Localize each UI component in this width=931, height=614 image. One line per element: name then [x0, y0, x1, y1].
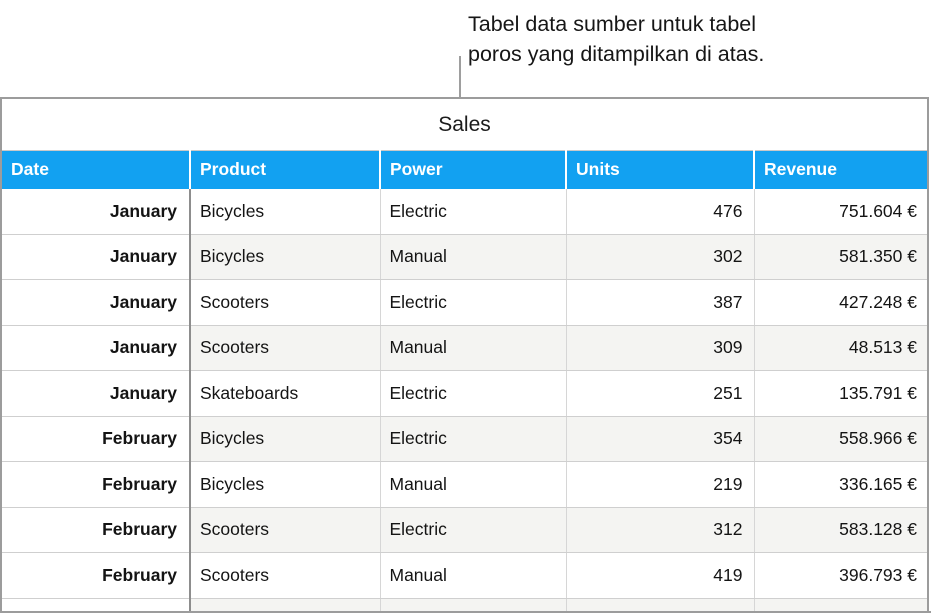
table-row: January Bicycles Manual 302 581.350 € [2, 234, 927, 280]
cell-units[interactable]: 309 [566, 325, 755, 371]
sales-source-table: Sales Date Product Power Units Revenue J… [0, 97, 929, 611]
cell-product[interactable]: Scooters [190, 279, 381, 326]
cell-power[interactable]: Electric [380, 188, 567, 235]
cell-power[interactable]: Electric [380, 370, 567, 417]
cell-date[interactable]: January [2, 325, 191, 371]
cell-revenue[interactable]: 396.793 € [754, 552, 927, 599]
table-row [2, 598, 927, 611]
cell-revenue[interactable]: 751.604 € [754, 188, 927, 235]
cell-revenue[interactable]: 135.791 € [754, 370, 927, 417]
cell-revenue[interactable]: 581.350 € [754, 234, 927, 280]
cell-power[interactable]: Manual [380, 234, 567, 280]
cell-units[interactable]: 419 [566, 552, 755, 599]
cell-units[interactable]: 302 [566, 234, 755, 280]
cell-power[interactable]: Manual [380, 552, 567, 599]
cell-date[interactable] [2, 598, 191, 611]
cell-power[interactable]: Electric [380, 416, 567, 462]
column-header-power[interactable]: Power [380, 150, 567, 189]
callout-annotation: Tabel data sumber untuk tabel poros yang… [468, 9, 764, 69]
callout-line-1: Tabel data sumber untuk tabel [468, 12, 757, 36]
header-row: Date Product Power Units Revenue [2, 150, 927, 189]
table-row: February Bicycles Manual 219 336.165 € [2, 461, 927, 508]
table-row: January Scooters Electric 387 427.248 € [2, 279, 927, 326]
cell-product[interactable]: Bicycles [190, 188, 381, 235]
cell-date[interactable]: January [2, 188, 191, 235]
cell-revenue[interactable]: 427.248 € [754, 279, 927, 326]
cell-date[interactable]: February [2, 461, 191, 508]
table-row: January Bicycles Electric 476 751.604 € [2, 188, 927, 235]
cell-units[interactable]: 251 [566, 370, 755, 417]
cell-power[interactable]: Manual [380, 325, 567, 371]
cell-power[interactable]: Manual [380, 461, 567, 508]
cell-power[interactable]: Electric [380, 507, 567, 553]
cell-power[interactable] [380, 598, 567, 611]
table-crop-edge [0, 611, 931, 613]
callout-line-2: poros yang ditampilkan di atas. [468, 42, 765, 66]
cell-revenue[interactable]: 583.128 € [754, 507, 927, 553]
cell-product[interactable]: Bicycles [190, 461, 381, 508]
callout-connector-line [459, 56, 461, 97]
cell-date[interactable]: February [2, 507, 191, 553]
cell-product[interactable]: Scooters [190, 325, 381, 371]
table-row: February Scooters Electric 312 583.128 € [2, 507, 927, 553]
cell-date[interactable]: January [2, 279, 191, 326]
data-table: Date Product Power Units Revenue January… [2, 150, 927, 611]
cell-revenue[interactable] [754, 598, 927, 611]
cell-product[interactable]: Bicycles [190, 234, 381, 280]
cell-product[interactable]: Skateboards [190, 370, 381, 417]
table-row: February Scooters Manual 419 396.793 € [2, 552, 927, 599]
cell-date[interactable]: February [2, 416, 191, 462]
cell-product[interactable] [190, 598, 381, 611]
table-row: February Bicycles Electric 354 558.966 € [2, 416, 927, 462]
column-header-revenue[interactable]: Revenue [754, 150, 927, 189]
cell-units[interactable]: 476 [566, 188, 755, 235]
cell-units[interactable] [566, 598, 755, 611]
cell-revenue[interactable]: 558.966 € [754, 416, 927, 462]
column-header-units[interactable]: Units [566, 150, 755, 189]
cell-units[interactable]: 354 [566, 416, 755, 462]
cell-power[interactable]: Electric [380, 279, 567, 326]
table-body: January Bicycles Electric 476 751.604 € Janua… [2, 188, 927, 611]
cell-date[interactable]: February [2, 552, 191, 599]
column-header-date[interactable]: Date [2, 150, 191, 189]
table-title[interactable]: Sales [438, 112, 491, 136]
table-row: January Scooters Manual 309 48.513 € [2, 325, 927, 371]
cell-product[interactable]: Bicycles [190, 416, 381, 462]
cell-product[interactable]: Scooters [190, 507, 381, 553]
cell-units[interactable]: 219 [566, 461, 755, 508]
cell-revenue[interactable]: 48.513 € [754, 325, 927, 371]
column-header-product[interactable]: Product [190, 150, 381, 189]
cell-date[interactable]: January [2, 370, 191, 417]
table-row: January Skateboards Electric 251 135.791 € [2, 370, 927, 417]
cell-date[interactable]: January [2, 234, 191, 280]
cell-units[interactable]: 387 [566, 279, 755, 326]
cell-units[interactable]: 312 [566, 507, 755, 553]
cell-product[interactable]: Scooters [190, 552, 381, 599]
cell-revenue[interactable]: 336.165 € [754, 461, 927, 508]
